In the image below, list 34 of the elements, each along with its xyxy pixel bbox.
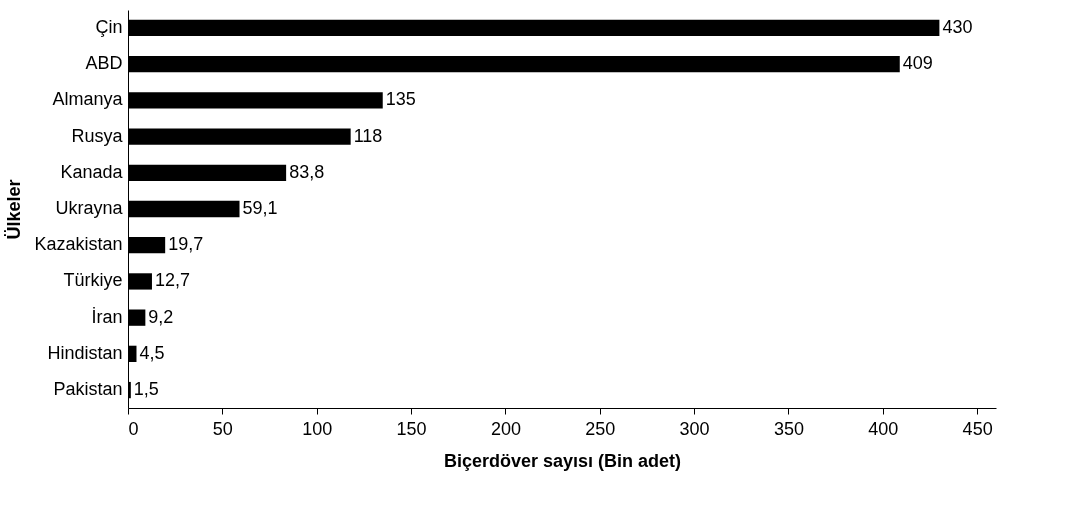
data-label: 1,5 [133,379,159,400]
x-tick-label: 50 [212,418,233,439]
y-axis-title: Ülkeler [4,179,25,240]
x-tick-label: 450 [962,418,993,439]
x-tick-label: 350 [773,418,804,439]
y-tick-label: ABD [85,53,123,74]
x-tick-label: 0 [128,418,139,439]
data-label: 409 [902,53,933,74]
y-tick-label: İran [91,306,123,327]
data-label: 19,7 [168,234,204,255]
data-label: 59,1 [242,198,278,218]
y-tick-label: Almanya [52,89,124,110]
x-axis-title: Biçerdöver sayısı (Bin adet) [443,450,682,471]
data-label: 430 [942,16,973,37]
data-label: 83,8 [289,161,325,182]
y-tick-label: Türkiye [63,270,123,291]
y-tick-label: Çin [95,16,123,37]
data-label: 12,7 [154,270,191,291]
y-tick-label: Hindistan [47,342,123,363]
x-tick-label: 100 [302,418,333,439]
data-label: 118 [353,125,383,146]
y-tick-label: Kanada [60,161,124,182]
data-label: 9,2 [148,306,174,327]
data-label: 4,5 [139,342,165,363]
y-tick-label: Pakistan [53,379,123,400]
data-label: 135 [385,89,416,110]
x-tick-label: 400 [868,418,899,439]
y-tick-label: Rusya [71,125,124,146]
x-tick-label: 150 [396,418,427,439]
x-tick-label: 200 [490,418,521,439]
y-tick-label: Ukrayna [55,198,124,218]
y-tick-label: Kazakistan [34,234,123,255]
x-tick-label: 300 [679,418,710,439]
x-tick-label: 250 [585,418,616,439]
